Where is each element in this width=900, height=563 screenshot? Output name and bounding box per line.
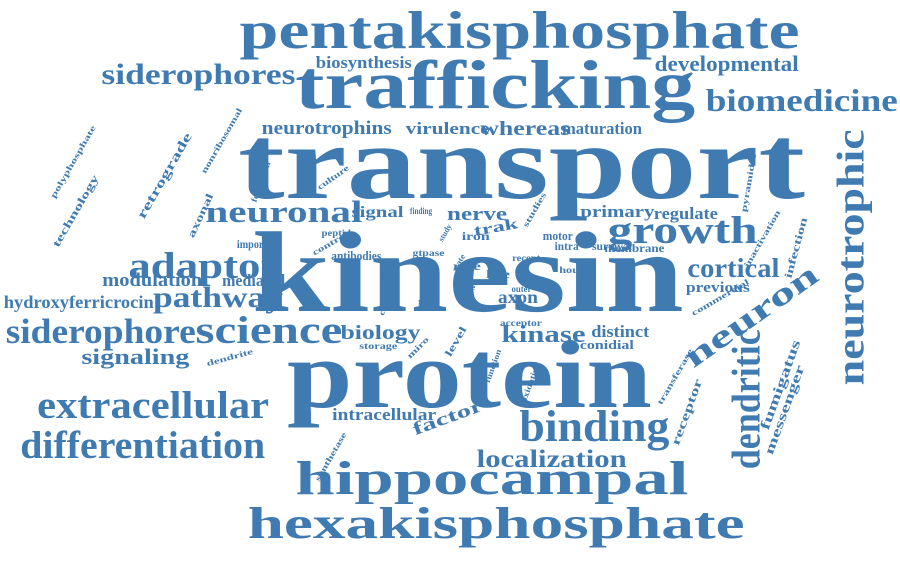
word-gtpase: gtpase	[412, 248, 445, 259]
word-important: important	[236, 239, 282, 252]
word-hippocampal: hippocampal	[294, 452, 689, 506]
word-axon: axon	[497, 286, 539, 307]
word-antibodies: antibodies	[330, 248, 382, 263]
word-biosynthesis: biosynthesis	[315, 52, 413, 72]
word-cortical: cortical	[686, 252, 779, 284]
word-nerve: nerve	[446, 203, 508, 225]
word-survival: survival	[591, 241, 633, 254]
word-conidial: conidial	[579, 337, 635, 352]
word-storage: storage	[358, 341, 397, 352]
word-modulation: modulation	[101, 269, 202, 291]
word-developmental: developmental	[654, 50, 800, 76]
word-receptor: receptor	[668, 376, 706, 448]
word-motor: motor	[542, 228, 573, 243]
word-kinesin: kinesin	[251, 209, 684, 336]
word-protein: protein	[286, 321, 653, 429]
word-science: science	[194, 309, 342, 352]
word-iron: iron	[461, 231, 491, 244]
word-signal: signal	[351, 203, 404, 221]
word-biomedicine: biomedicine	[705, 83, 899, 119]
word-binding: binding	[518, 401, 670, 451]
word-virulence: virulence	[405, 118, 491, 138]
word-transport: transport	[237, 103, 806, 221]
word-siderophores: siderophores	[100, 59, 296, 92]
word-role: role	[452, 258, 482, 273]
word-pentakisphosphate: pentakisphosphate	[239, 0, 801, 61]
word-distinct: distinct	[590, 321, 650, 341]
word-membrane: membrane	[603, 243, 664, 256]
word-intracellular: intracellular	[331, 404, 436, 424]
word-trafficking: trafficking	[294, 47, 696, 123]
word-previous: previous	[685, 279, 751, 296]
word-localization: localization	[476, 446, 628, 474]
word-primary: primary	[579, 201, 654, 221]
word-hydroxyferricrocin: hydroxyferricrocin	[3, 291, 154, 312]
word-differentiation: differentiation	[19, 424, 265, 467]
word-whereas: whereas	[479, 117, 571, 140]
word-finding: finding	[409, 206, 433, 217]
word-neurotrophins: neurotrophins	[261, 117, 393, 139]
word-growth: growth	[607, 209, 759, 252]
word-dendritic: dendritic	[723, 328, 769, 469]
word-siderophore: siderophore	[5, 311, 197, 351]
word-neurotrophic: neurotrophic	[830, 128, 873, 385]
word-peptide: peptide	[321, 228, 357, 239]
word-retrograde: retrograde	[133, 130, 195, 222]
word-recent: recent	[511, 253, 541, 264]
word-regulate: regulate	[653, 203, 719, 223]
word-adaptor: adaptor	[127, 244, 281, 286]
word-life: life	[485, 266, 511, 281]
word-house: house	[558, 265, 590, 276]
word-intra: intra	[554, 241, 579, 254]
word-acceptor: acceptor	[499, 318, 542, 329]
word-signaling: signaling	[80, 343, 189, 369]
word-outer: outer	[510, 284, 531, 295]
word-extracellular: extracellular	[36, 384, 269, 427]
word-hexakisphosphate: hexakisphosphate	[247, 498, 745, 548]
word-lobe: lobe	[456, 282, 476, 293]
word-neuronal: neuronal	[204, 195, 363, 230]
word-biology: biology	[339, 321, 421, 344]
word-pathway: pathway	[152, 282, 284, 315]
word-mediated: mediated	[221, 270, 285, 290]
word-germ: germ	[417, 296, 439, 307]
word-kinase: kinase	[501, 322, 586, 349]
word-maturation: maturation	[561, 118, 642, 138]
